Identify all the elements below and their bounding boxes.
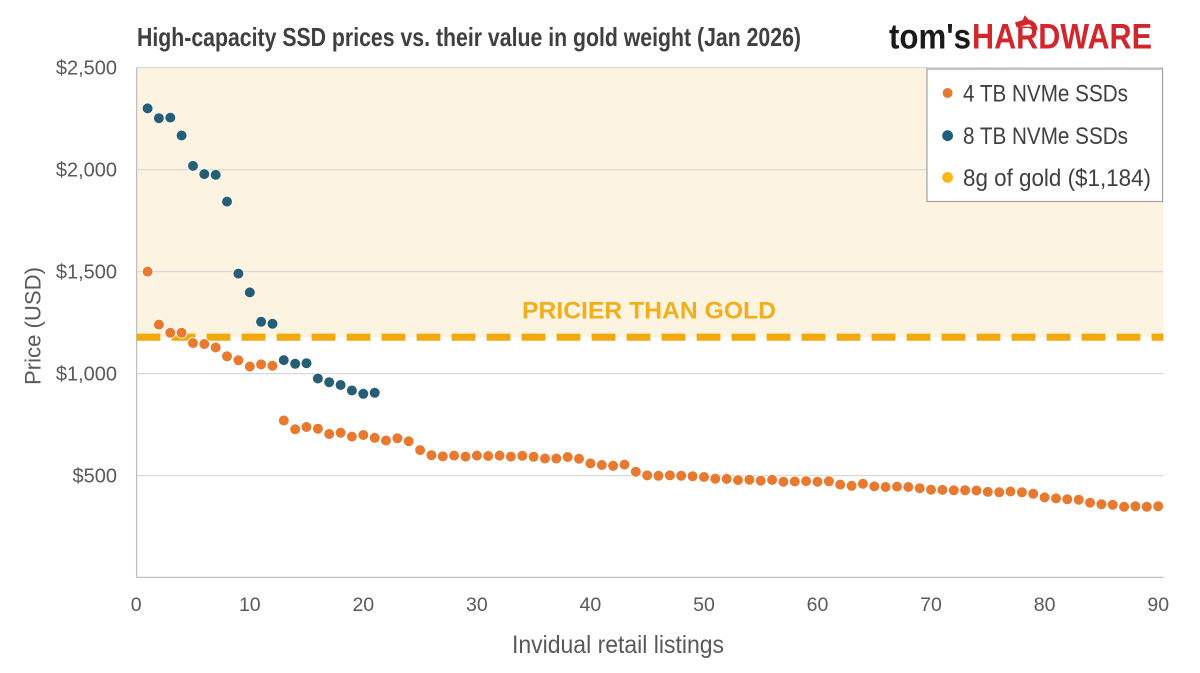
svg-text:$1,500: $1,500 xyxy=(56,262,117,284)
svg-text:High-capacity SSD prices vs. t: High-capacity SSD prices vs. their value… xyxy=(137,22,801,52)
svg-text:90: 90 xyxy=(1147,594,1169,616)
svg-text:$2,500: $2,500 xyxy=(56,58,117,80)
svg-text:Invidual retail listings: Invidual retail listings xyxy=(512,631,724,659)
svg-text:30: 30 xyxy=(466,594,488,616)
svg-text:$500: $500 xyxy=(73,466,118,488)
svg-text:HARDWARE: HARDWARE xyxy=(972,18,1152,57)
svg-text:70: 70 xyxy=(920,594,942,616)
svg-text:20: 20 xyxy=(352,594,374,616)
svg-text:0: 0 xyxy=(131,594,142,616)
svg-text:PRICIER THAN GOLD: PRICIER THAN GOLD xyxy=(522,298,776,325)
svg-text:8g of gold ($1,184): 8g of gold ($1,184) xyxy=(963,165,1151,192)
svg-text:80: 80 xyxy=(1034,594,1056,616)
svg-text:4 TB NVMe SSDs: 4 TB NVMe SSDs xyxy=(963,81,1128,108)
svg-text:10: 10 xyxy=(239,594,261,616)
svg-text:60: 60 xyxy=(807,594,829,616)
svg-text:$2,000: $2,000 xyxy=(56,160,117,182)
svg-text:Price (USD): Price (USD) xyxy=(21,267,46,385)
svg-text:tom's: tom's xyxy=(889,18,971,57)
svg-text:8 TB NVMe SSDs: 8 TB NVMe SSDs xyxy=(963,123,1128,150)
svg-text:$1,000: $1,000 xyxy=(56,364,117,386)
svg-text:50: 50 xyxy=(693,594,715,616)
svg-text:40: 40 xyxy=(580,594,602,616)
